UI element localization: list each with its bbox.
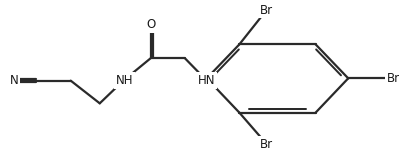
Text: Br: Br (260, 4, 273, 16)
Text: N: N (10, 74, 18, 87)
Text: Br: Br (260, 138, 273, 150)
Text: NH: NH (116, 74, 133, 87)
Text: Br: Br (387, 72, 399, 85)
Text: O: O (146, 18, 155, 32)
Text: HN: HN (198, 74, 215, 87)
